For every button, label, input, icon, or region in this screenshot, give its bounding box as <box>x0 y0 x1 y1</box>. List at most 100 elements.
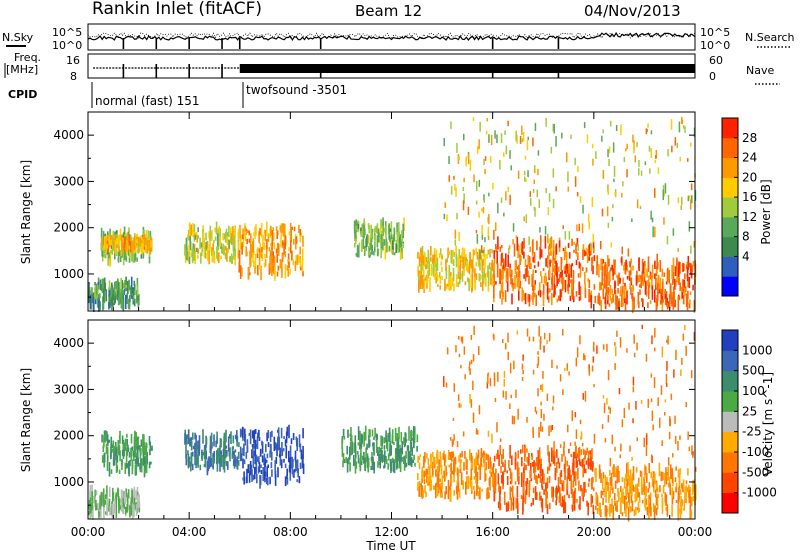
power-cell <box>608 258 610 267</box>
velocity-cell <box>404 455 406 464</box>
velocity-cell <box>517 502 519 515</box>
velocity-cell <box>608 495 610 500</box>
power-cell <box>638 257 640 272</box>
velocity-cell <box>438 459 440 472</box>
power-cell <box>133 298 136 307</box>
velocity-cell <box>525 484 528 495</box>
power-cell <box>621 246 623 255</box>
velocity-cell <box>257 432 259 438</box>
power-cell <box>192 243 195 249</box>
power-cell <box>522 132 525 142</box>
power-cell <box>117 297 120 306</box>
power-cell <box>438 272 441 278</box>
velocity-cell <box>457 482 460 493</box>
power-cell <box>474 277 476 291</box>
velocity-cell <box>149 449 151 456</box>
velocity-cell <box>682 333 685 341</box>
power-cell <box>239 224 241 239</box>
power-cell <box>519 254 521 265</box>
velocity-cell <box>502 462 504 467</box>
power-cell <box>136 277 139 291</box>
velocity-cell <box>610 472 613 487</box>
power-cell <box>646 268 648 278</box>
velocity-cell <box>494 397 497 403</box>
power-cell <box>552 239 555 251</box>
velocity-cell <box>580 484 582 492</box>
power-cell <box>649 300 652 304</box>
power-cell <box>493 262 495 272</box>
power-cell <box>612 293 614 303</box>
power-cell <box>528 236 530 246</box>
velocity-cell <box>540 498 543 504</box>
power-cell <box>611 288 613 295</box>
power-cell <box>270 250 273 259</box>
velocity-cell <box>504 463 506 472</box>
velocity-cell <box>692 496 695 501</box>
velocity-cell <box>365 447 367 463</box>
velocity-cell <box>270 461 273 469</box>
velocity-cell <box>666 361 668 371</box>
power-cell <box>219 228 221 242</box>
velocity-cell <box>126 446 128 456</box>
velocity-cell <box>242 447 244 456</box>
power-cell <box>119 298 121 304</box>
velocity-cell <box>620 443 622 452</box>
nsky-label: N.Sky <box>2 31 34 44</box>
velocity-cell <box>225 461 228 467</box>
power-cell <box>623 264 625 271</box>
power-cell <box>501 274 504 281</box>
velocity-cell <box>458 335 460 340</box>
velocity-cell <box>289 466 292 481</box>
power-cell <box>503 152 505 157</box>
power-cell <box>482 249 485 254</box>
power-cell <box>650 210 652 220</box>
velocity-cell <box>674 477 677 483</box>
velocity-cell <box>674 435 677 444</box>
power-cell <box>572 279 574 291</box>
velocity-cell <box>464 374 466 380</box>
power-cell <box>602 259 605 264</box>
velocity-cell <box>452 468 455 476</box>
velocity-cell <box>351 441 354 455</box>
power-cell <box>273 266 275 271</box>
velocity-cell <box>486 382 489 389</box>
velocity-cell <box>413 425 415 441</box>
velocity-cell <box>131 490 133 503</box>
velocity-cell <box>593 433 596 444</box>
power-cell <box>576 224 578 232</box>
velocity-cell <box>617 488 619 497</box>
power-cell <box>441 275 443 280</box>
velocity-cell <box>381 436 383 446</box>
power-cell <box>452 267 455 280</box>
power-cell <box>288 247 290 252</box>
velocity-cell <box>552 395 555 404</box>
velocity-cell <box>143 434 145 450</box>
power-cell <box>586 248 588 252</box>
velocity-cell <box>606 343 608 352</box>
velocity-cell <box>452 417 455 421</box>
velocity-cell <box>346 458 349 473</box>
power-cell <box>249 255 252 267</box>
velocity-cell <box>269 450 271 458</box>
power-cell <box>228 225 230 238</box>
velocity-cell <box>252 444 254 450</box>
power-cell <box>356 222 358 225</box>
power-cell <box>399 246 402 260</box>
nsearch-tick-top: 10^5 <box>700 26 730 39</box>
power-cell <box>421 246 424 257</box>
velocity-cell <box>295 436 298 441</box>
power-cell <box>214 227 216 232</box>
power-cell <box>612 204 614 209</box>
power-cell <box>457 256 460 272</box>
velocity-cell <box>645 498 648 505</box>
velocity-cell <box>612 505 615 520</box>
power-cell <box>682 279 684 291</box>
velocity-cell <box>583 353 585 361</box>
velocity-cell <box>502 339 504 343</box>
power-cell <box>613 166 616 177</box>
power-cell <box>119 253 122 263</box>
power-cell <box>118 289 121 296</box>
velocity-cell <box>217 448 219 457</box>
power-cell <box>450 272 452 277</box>
power-cell <box>583 249 585 257</box>
